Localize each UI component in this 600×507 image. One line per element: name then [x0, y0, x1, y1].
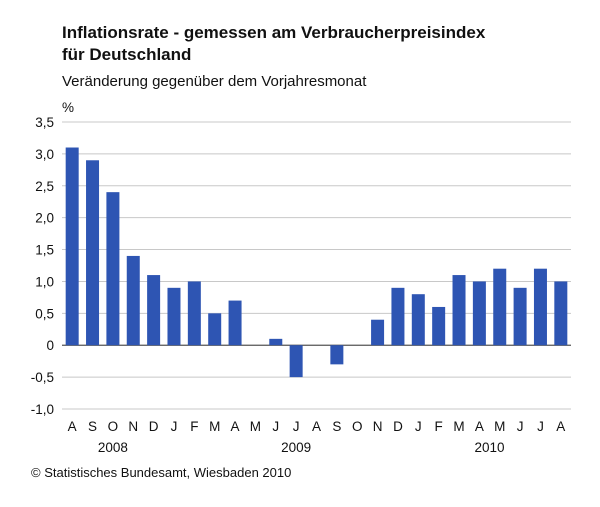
y-tick-label: 0,5	[35, 306, 54, 321]
x-tick-label: J	[537, 419, 544, 434]
bar	[330, 345, 344, 365]
bar	[472, 281, 486, 346]
y-tick-label: 1,0	[35, 274, 54, 289]
x-tick-label: O	[108, 419, 119, 434]
x-tick-label: N	[373, 419, 383, 434]
y-tick-label: 2,0	[35, 211, 54, 226]
bar	[65, 147, 79, 346]
chart-subtitle: Veränderung gegenüber dem Vorjahresmonat	[62, 73, 367, 90]
x-tick-label: J	[415, 419, 422, 434]
bar	[411, 294, 425, 346]
bar	[187, 281, 201, 346]
y-tick-label: 2,5	[35, 179, 54, 194]
bar	[513, 287, 527, 346]
bar	[289, 345, 303, 378]
x-tick-label: F	[190, 419, 198, 434]
bar	[371, 319, 385, 346]
bar	[452, 275, 466, 346]
y-tick-label: 3,5	[35, 115, 54, 130]
x-tick-label: S	[332, 419, 341, 434]
bar	[391, 287, 405, 346]
bar	[554, 281, 568, 346]
x-tick-label: J	[293, 419, 300, 434]
x-tick-label: A	[475, 419, 484, 434]
chart-title-line-2: für Deutschland	[62, 45, 192, 64]
bar	[167, 287, 181, 346]
bar	[493, 268, 507, 346]
chart-title-line-1: Inflationsrate - gemessen am Verbraucher…	[62, 23, 486, 42]
x-tick-label: A	[231, 419, 240, 434]
year-label: 2008	[98, 440, 128, 455]
x-tick-label: A	[312, 419, 321, 434]
x-tick-label: M	[209, 419, 220, 434]
x-tick-label: M	[494, 419, 505, 434]
bar	[147, 275, 161, 346]
chart-title: Inflationsrate - gemessen am Verbraucher…	[62, 22, 582, 66]
y-tick-label: 0	[46, 338, 54, 353]
x-tick-label: A	[68, 419, 77, 434]
x-tick-label: F	[435, 419, 443, 434]
bar	[106, 192, 120, 346]
x-tick-label: A	[556, 419, 565, 434]
y-tick-label: 1,5	[35, 243, 54, 258]
x-tick-label: J	[272, 419, 279, 434]
bar	[269, 338, 283, 346]
year-label: 2010	[475, 440, 505, 455]
x-tick-label: M	[250, 419, 261, 434]
x-tick-label: J	[171, 419, 178, 434]
x-tick-label: N	[128, 419, 138, 434]
x-tick-label: M	[453, 419, 464, 434]
x-tick-label: J	[517, 419, 524, 434]
y-tick-label: 3,0	[35, 147, 54, 162]
y-axis-unit-label: %	[62, 100, 74, 115]
year-label: 2009	[281, 440, 311, 455]
bar	[86, 160, 100, 346]
bar	[533, 268, 547, 346]
bar	[208, 313, 222, 346]
bar	[126, 255, 140, 346]
copyright-footer: © Statistisches Bundesamt, Wiesbaden 201…	[31, 465, 292, 480]
y-tick-label: -1,0	[31, 402, 54, 417]
x-tick-label: O	[352, 419, 363, 434]
y-tick-label: -0,5	[31, 370, 54, 385]
x-tick-label: D	[149, 419, 159, 434]
x-tick-label: D	[393, 419, 403, 434]
bar	[228, 300, 242, 346]
bar	[432, 306, 446, 346]
x-tick-label: S	[88, 419, 97, 434]
